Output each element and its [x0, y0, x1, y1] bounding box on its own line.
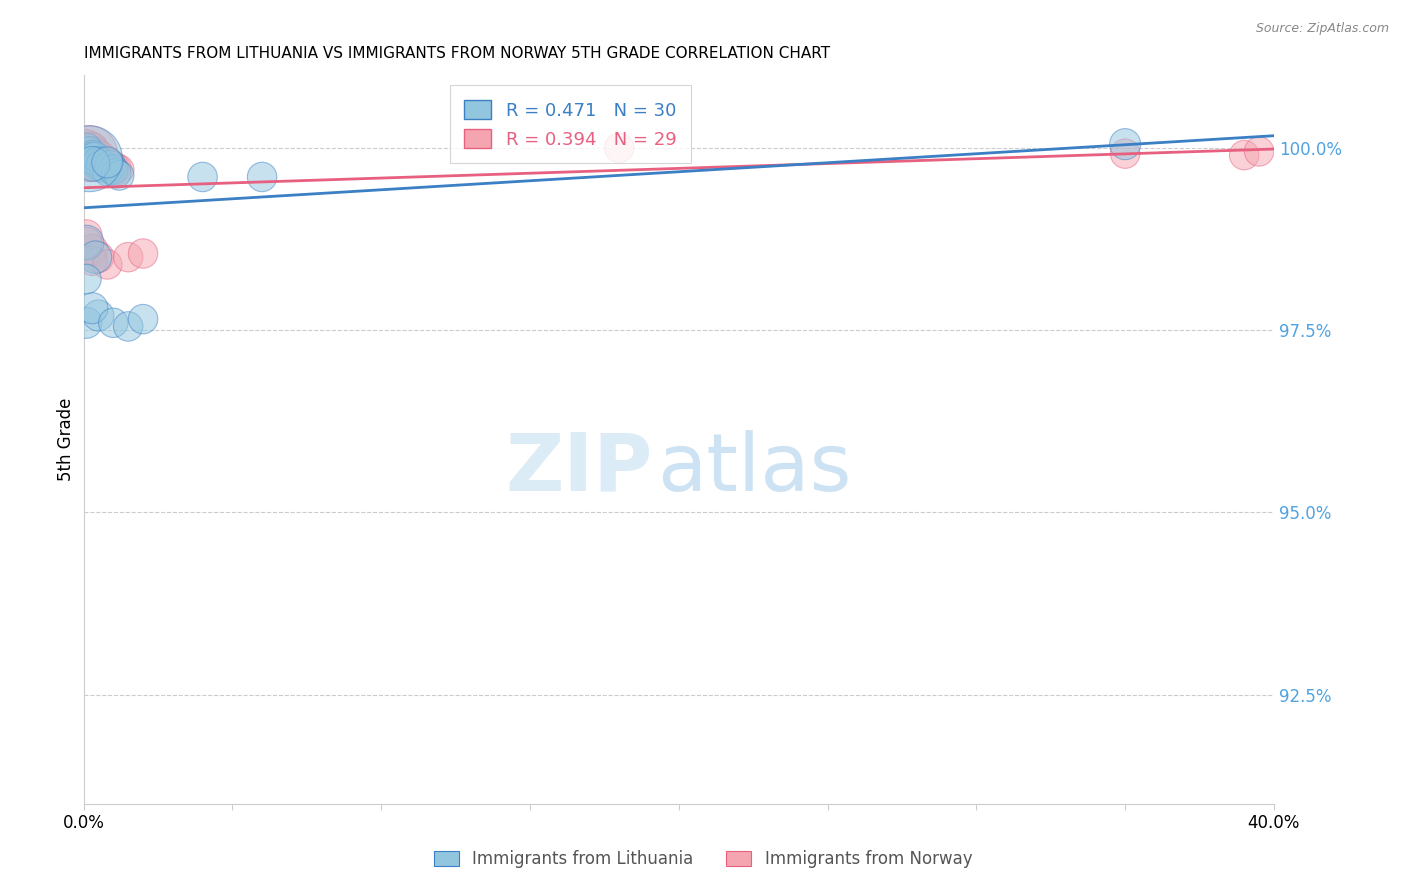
Point — [1114, 146, 1136, 161]
Point — [93, 153, 115, 168]
Legend: R = 0.471   N = 30, R = 0.394   N = 29: R = 0.471 N = 30, R = 0.394 N = 29 — [450, 86, 690, 163]
Point — [82, 140, 104, 154]
Point — [76, 235, 98, 250]
Point — [87, 153, 110, 168]
Text: Source: ZipAtlas.com: Source: ZipAtlas.com — [1256, 22, 1389, 36]
Point — [117, 319, 139, 334]
Point — [105, 161, 128, 176]
Point — [87, 157, 110, 171]
Point — [76, 235, 98, 250]
Point — [191, 169, 214, 184]
Point — [117, 250, 139, 264]
Point — [82, 157, 104, 171]
Point — [607, 141, 630, 155]
Point — [108, 162, 131, 177]
Point — [79, 138, 101, 153]
Point — [90, 152, 112, 166]
Point — [76, 137, 98, 152]
Point — [87, 148, 110, 162]
Point — [84, 159, 107, 173]
Point — [79, 146, 101, 161]
Point — [93, 161, 115, 176]
Point — [90, 149, 112, 163]
Point — [76, 316, 98, 330]
Point — [105, 166, 128, 180]
Text: atlas: atlas — [657, 430, 852, 508]
Point — [90, 155, 112, 169]
Point — [84, 149, 107, 163]
Legend: Immigrants from Lithuania, Immigrants from Norway: Immigrants from Lithuania, Immigrants fr… — [427, 844, 979, 875]
Point — [1114, 137, 1136, 152]
Point — [76, 272, 98, 286]
Point — [103, 159, 125, 173]
Point — [84, 250, 107, 264]
Point — [82, 148, 104, 162]
Point — [82, 301, 104, 316]
Point — [90, 159, 112, 173]
Point — [108, 169, 131, 183]
Point — [250, 169, 273, 184]
Text: ZIP: ZIP — [505, 430, 652, 508]
Point — [1247, 145, 1270, 159]
Point — [82, 253, 104, 268]
Point — [98, 159, 121, 173]
Point — [87, 309, 110, 323]
Point — [98, 157, 121, 171]
Point — [103, 316, 125, 330]
Point — [82, 243, 104, 257]
Point — [79, 145, 101, 159]
Point — [84, 148, 107, 162]
Point — [96, 155, 118, 169]
Y-axis label: 5th Grade: 5th Grade — [58, 398, 75, 481]
Point — [87, 250, 110, 264]
Point — [82, 152, 104, 166]
Point — [96, 155, 118, 169]
Point — [84, 145, 107, 159]
Point — [96, 257, 118, 271]
Point — [82, 142, 104, 156]
Point — [76, 141, 98, 155]
Point — [79, 152, 101, 166]
Point — [76, 228, 98, 243]
Point — [132, 312, 155, 326]
Point — [1233, 148, 1256, 162]
Point — [132, 246, 155, 260]
Point — [96, 164, 118, 178]
Text: IMMIGRANTS FROM LITHUANIA VS IMMIGRANTS FROM NORWAY 5TH GRADE CORRELATION CHART: IMMIGRANTS FROM LITHUANIA VS IMMIGRANTS … — [83, 46, 830, 62]
Point — [103, 162, 125, 177]
